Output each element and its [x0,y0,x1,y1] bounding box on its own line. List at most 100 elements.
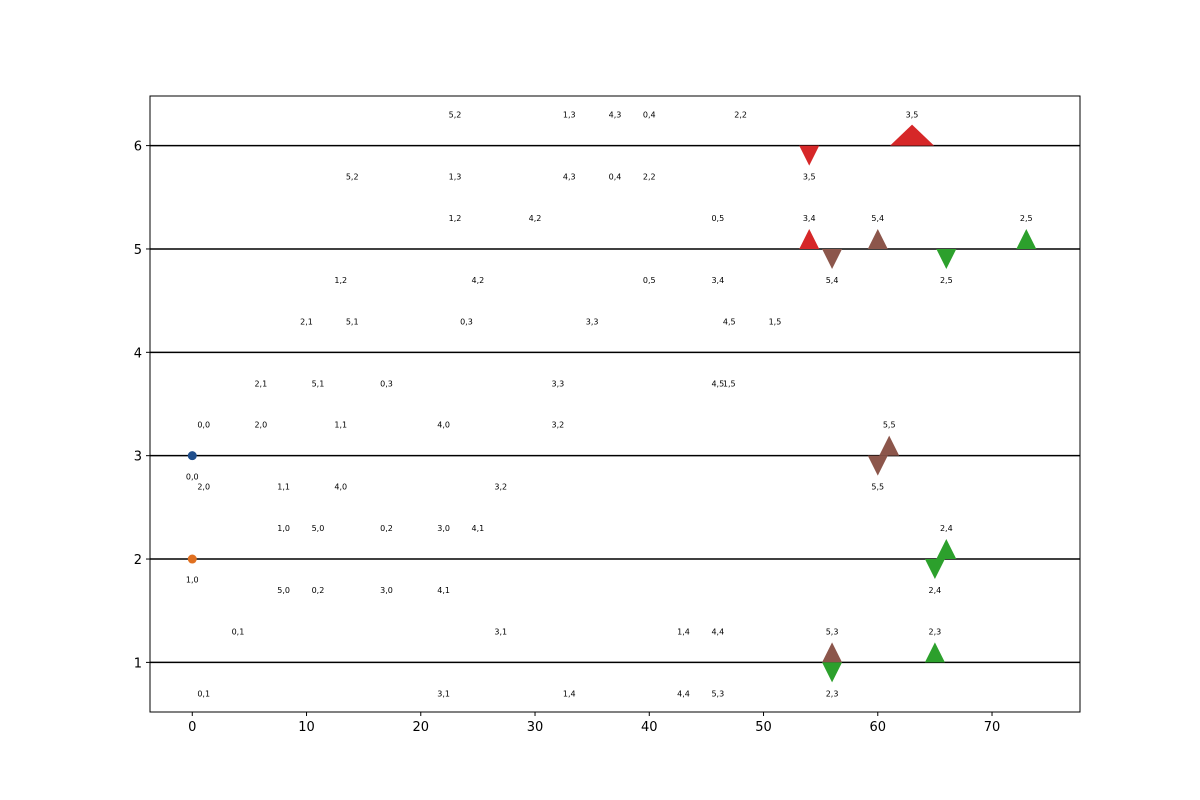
point-label: 2,4 [929,586,942,595]
y-axis: 1 2 3 4 5 6 [134,140,150,671]
y-tick-label: 1 [134,656,142,671]
point-label: 1,4 [677,627,690,636]
point-label: 5,4 [826,276,839,285]
point-label: 0,3 [380,379,393,388]
data-point [187,554,197,564]
point-label: 5,0 [312,524,325,533]
point-label: 3,1 [437,689,450,698]
point-label: 3,1 [494,627,507,636]
triangle-up-marker [879,435,900,456]
point-label: 3,4 [711,276,724,285]
point-label: 4,4 [677,689,690,698]
y-tick-label: 3 [134,450,142,465]
point-label: 5,2 [346,173,359,182]
point-label: 0,0 [197,421,210,430]
triangle-down-marker [822,248,843,269]
point-label: 1,2 [334,276,347,285]
x-tick-label: 20 [413,720,430,735]
point-label: 3,5 [803,173,816,182]
x-tick-label: 70 [984,720,1001,735]
triangle-up-marker [1016,228,1037,249]
point-label: 1,5 [723,379,736,388]
point-label: 0,1 [197,689,210,698]
point-label: 1,3 [449,173,462,182]
point-label: 4,5 [723,317,736,326]
triangle-down-marker [822,662,843,683]
data-point [187,451,197,461]
point-label: 2,5 [1020,214,1033,223]
point-label: 0,2 [312,586,325,595]
point-label: 2,2 [643,173,656,182]
point-label: 0,2 [380,524,393,533]
triangle-down-marker [924,559,945,580]
point-label: 5,3 [711,689,724,698]
point-label: 1,3 [563,111,576,120]
point-label: 0,4 [609,173,622,182]
annotations: 5,2 1,3 4,3 0,4 2,2 3,5 5,2 1,3 4,3 0,4 2,2 3,5 1,2 4… [186,111,1033,699]
point-label: 3,2 [552,421,565,430]
markers [187,124,1037,683]
point-label: 4,2 [529,214,542,223]
point-label: 2,5 [940,276,953,285]
point-label: 5,5 [871,483,884,492]
point-label: 2,0 [254,421,267,430]
point-label: 5,0 [277,586,290,595]
point-label: 4,3 [563,173,576,182]
point-label: 0,5 [643,276,656,285]
y-tick-label: 2 [134,553,142,568]
point-label: 1,0 [186,576,199,585]
x-tick-label: 50 [755,720,772,735]
point-label: 3,2 [494,483,507,492]
x-tick-label: 10 [298,720,315,735]
x-axis: 0 10 20 30 40 50 60 70 [188,712,1000,735]
x-tick-label: 60 [870,720,887,735]
point-label: 4,0 [334,483,347,492]
triangle-down-marker [936,248,957,269]
x-tick-label: 0 [188,720,196,735]
point-label: 4,1 [437,586,450,595]
point-label: 3,3 [586,317,599,326]
point-label: 1,4 [563,689,576,698]
point-label: 2,2 [734,111,747,120]
point-label: 2,1 [254,379,267,388]
y-tick-label: 5 [134,243,142,258]
point-label: 0,0 [186,472,199,481]
point-label: 5,4 [871,214,884,223]
point-label: 1,0 [277,524,290,533]
x-tick-label: 40 [641,720,658,735]
plot-frame [149,95,1081,713]
triangle-down-marker [867,455,888,476]
triangle-up-marker [799,228,820,249]
point-label: 4,0 [437,421,450,430]
point-label: 4,4 [711,627,724,636]
point-label: 5,3 [826,627,839,636]
triangle-up-marker [890,124,935,146]
triangle-up-marker [867,228,888,249]
point-label: 3,0 [437,524,450,533]
point-label: 0,5 [711,214,724,223]
y-tick-label: 6 [134,140,142,155]
x-tick-label: 30 [527,720,544,735]
point-label: 4,1 [472,524,485,533]
point-label: 2,0 [197,483,210,492]
point-label: 2,3 [929,627,942,636]
triangle-up-marker [924,642,945,663]
point-label: 5,1 [312,379,325,388]
triangle-up-marker [822,642,843,663]
point-label: 1,2 [449,214,462,223]
point-label: 4,5 [711,379,724,388]
point-label: 0,1 [232,627,245,636]
y-tick-label: 4 [134,346,142,361]
point-label: 3,3 [552,379,565,388]
point-label: 2,3 [826,689,839,698]
point-label: 4,3 [609,111,622,120]
point-label: 1,1 [334,421,347,430]
point-label: 0,4 [643,111,656,120]
point-label: 0,3 [460,317,473,326]
point-label: 1,1 [277,483,290,492]
point-label: 5,2 [449,111,462,120]
triangle-up-marker [936,539,957,560]
point-label: 4,2 [472,276,485,285]
